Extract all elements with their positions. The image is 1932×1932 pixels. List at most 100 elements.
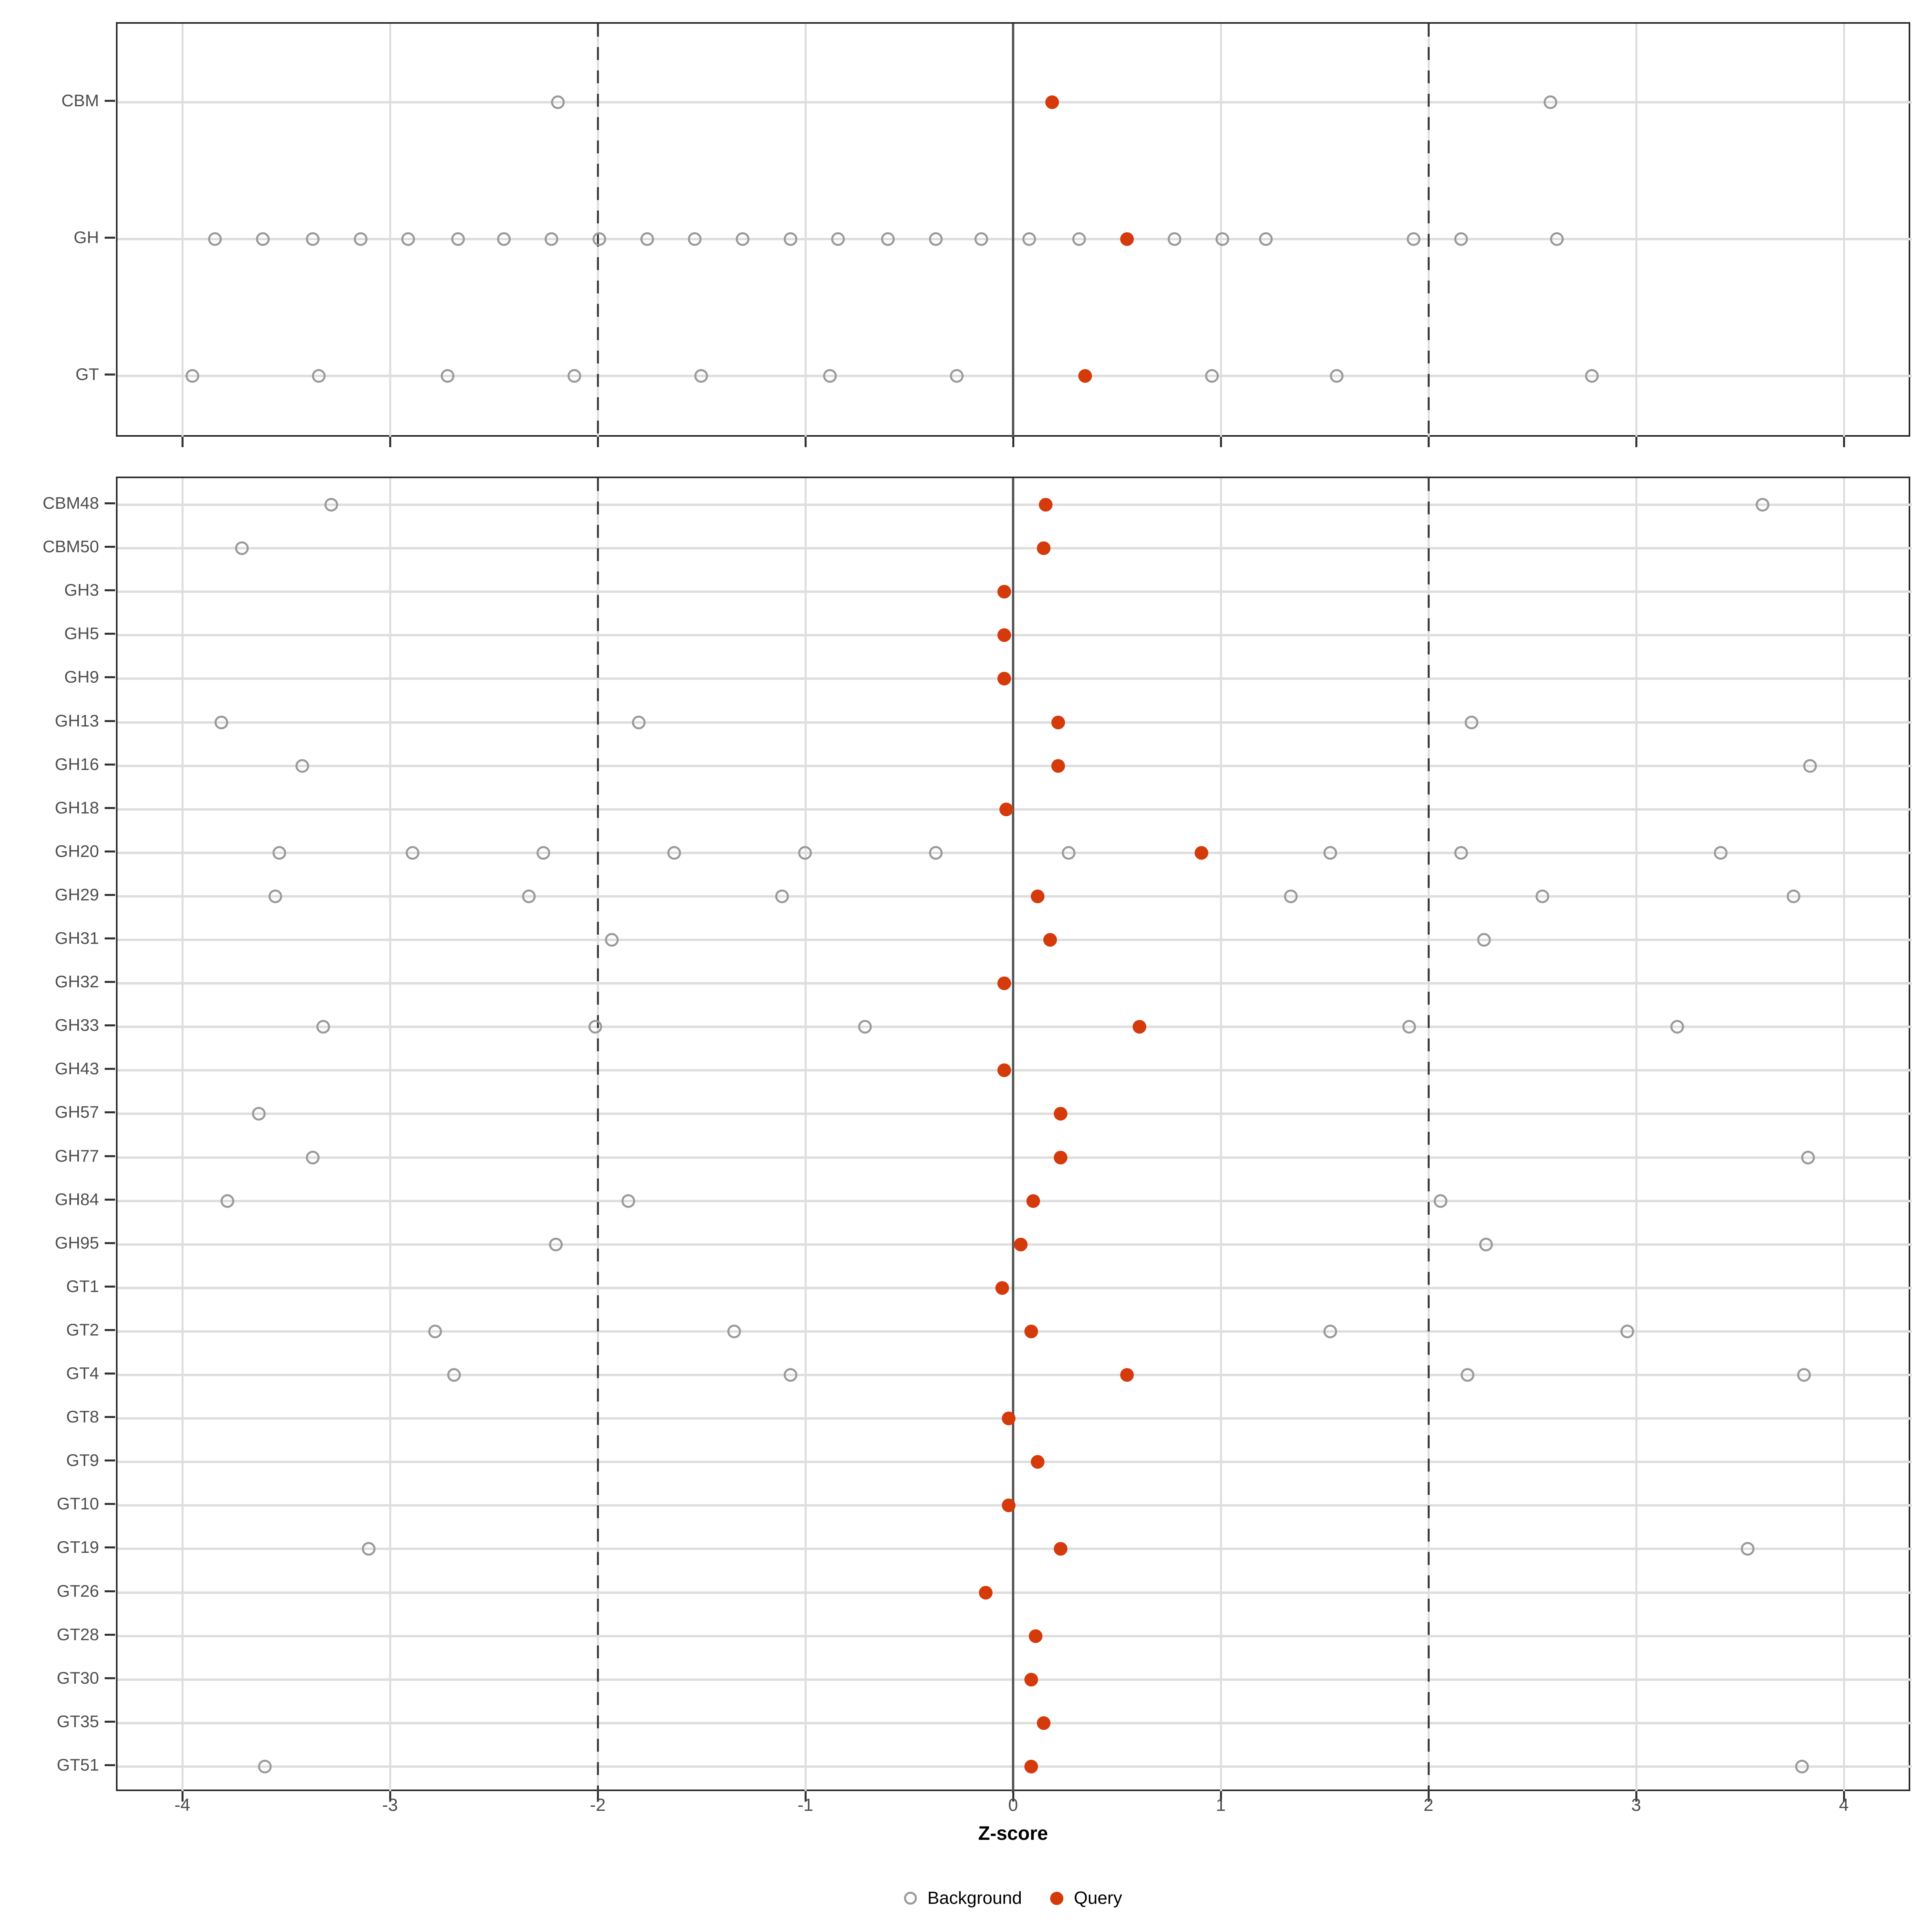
y-tick-mark (105, 807, 115, 809)
background-point (1329, 369, 1344, 383)
background-point (208, 232, 222, 246)
y-tick-mark (105, 1242, 115, 1244)
background-point (688, 232, 702, 246)
background-point (1072, 232, 1086, 246)
x-tick-mark (1428, 1791, 1430, 1802)
background-point (362, 1542, 376, 1556)
x-tick-label: 3 (1631, 1795, 1641, 1815)
y-tick-mark (105, 676, 115, 679)
y-axis-label: CBM48 (42, 493, 99, 512)
background-point (1585, 369, 1599, 383)
x-gridline (1220, 24, 1222, 438)
y-tick-mark (105, 589, 115, 592)
background-point (316, 1020, 330, 1034)
query-point (1014, 1237, 1028, 1251)
background-point (1433, 1194, 1447, 1208)
x-tick-mark (805, 1791, 807, 1802)
y-tick-mark (105, 763, 115, 766)
x-tick-label: -2 (590, 1795, 606, 1815)
x-tick-label: -1 (797, 1795, 813, 1815)
background-point (235, 541, 249, 555)
y-axis-label: GH3 (64, 580, 99, 600)
x-gridline (1220, 478, 1222, 1793)
background-point (1714, 846, 1728, 860)
background-point (1803, 759, 1817, 773)
background-point (1535, 889, 1549, 903)
row-gridline (118, 1199, 1912, 1202)
background-point (823, 369, 837, 383)
x-gridline (182, 24, 184, 438)
background-point (1801, 1150, 1815, 1164)
background-point (551, 95, 565, 109)
background-point (1755, 498, 1769, 512)
background-point (447, 1368, 461, 1382)
x-tick-mark (1012, 437, 1014, 447)
row-gridline (118, 1591, 1912, 1594)
background-point (1477, 933, 1491, 947)
background-point (1259, 232, 1273, 246)
row-gridline (118, 1286, 1912, 1289)
y-axis-label: GT2 (66, 1320, 99, 1339)
y-tick-mark (105, 1024, 115, 1027)
x-gridline (182, 478, 184, 1793)
x-tick-label: 4 (1839, 1795, 1849, 1815)
background-point (736, 232, 750, 246)
y-axis-label: GH16 (55, 754, 99, 774)
background-point (295, 759, 310, 773)
query-point (1045, 95, 1059, 109)
background-point (185, 369, 199, 383)
row-gridline (118, 1374, 1912, 1376)
x-tick-mark (597, 437, 599, 447)
y-tick-mark (105, 1373, 115, 1375)
filled-dot-icon (1050, 1891, 1063, 1905)
row-gridline (118, 375, 1912, 377)
query-point (1030, 1455, 1044, 1469)
row-gridline (118, 590, 1912, 593)
x-tick-label: 0 (1008, 1795, 1018, 1815)
x-tick-mark (389, 1791, 391, 1802)
background-point (1454, 232, 1468, 246)
y-axis-label: GH33 (55, 1016, 99, 1035)
query-point (1051, 715, 1065, 729)
background-point (831, 232, 845, 246)
query-point (1026, 1194, 1040, 1208)
background-point (221, 1194, 235, 1208)
top-panel (116, 22, 1912, 438)
background-point (258, 1759, 272, 1773)
y-axis-label: GH (74, 228, 99, 247)
query-point (978, 1585, 993, 1600)
query-point (997, 1063, 1011, 1077)
background-point (1205, 369, 1219, 383)
background-point (621, 1194, 636, 1208)
background-point (783, 1368, 797, 1382)
x-tick-mark (182, 437, 184, 447)
row-gridline (118, 504, 1912, 506)
x-tick-mark (805, 437, 807, 447)
query-point (1051, 759, 1065, 773)
background-point (428, 1324, 442, 1338)
query-point (1120, 232, 1134, 246)
row-gridline (118, 1069, 1912, 1072)
bottom-panel (116, 477, 1912, 1793)
legend-label-background: Background (927, 1888, 1022, 1908)
background-point (312, 369, 326, 383)
y-axis-label: GT4 (66, 1364, 99, 1383)
y-tick-mark (105, 1764, 115, 1766)
open-circle-icon (904, 1892, 917, 1905)
y-axis-label: CBM50 (42, 537, 99, 556)
y-tick-mark (105, 374, 115, 376)
background-point (949, 369, 964, 383)
y-axis-label: GH9 (64, 667, 99, 687)
x-tick-label: -3 (382, 1795, 398, 1815)
x-gridline (389, 478, 391, 1793)
y-tick-mark (105, 633, 115, 635)
background-point (405, 846, 419, 860)
row-gridline (118, 982, 1912, 985)
row-gridline (118, 634, 1912, 637)
background-point (305, 232, 320, 246)
y-axis-label: GT10 (56, 1494, 99, 1513)
background-point (694, 369, 708, 383)
row-gridline (118, 1156, 1912, 1159)
x-tick-mark (1843, 437, 1845, 447)
x-gridline (805, 478, 807, 1793)
